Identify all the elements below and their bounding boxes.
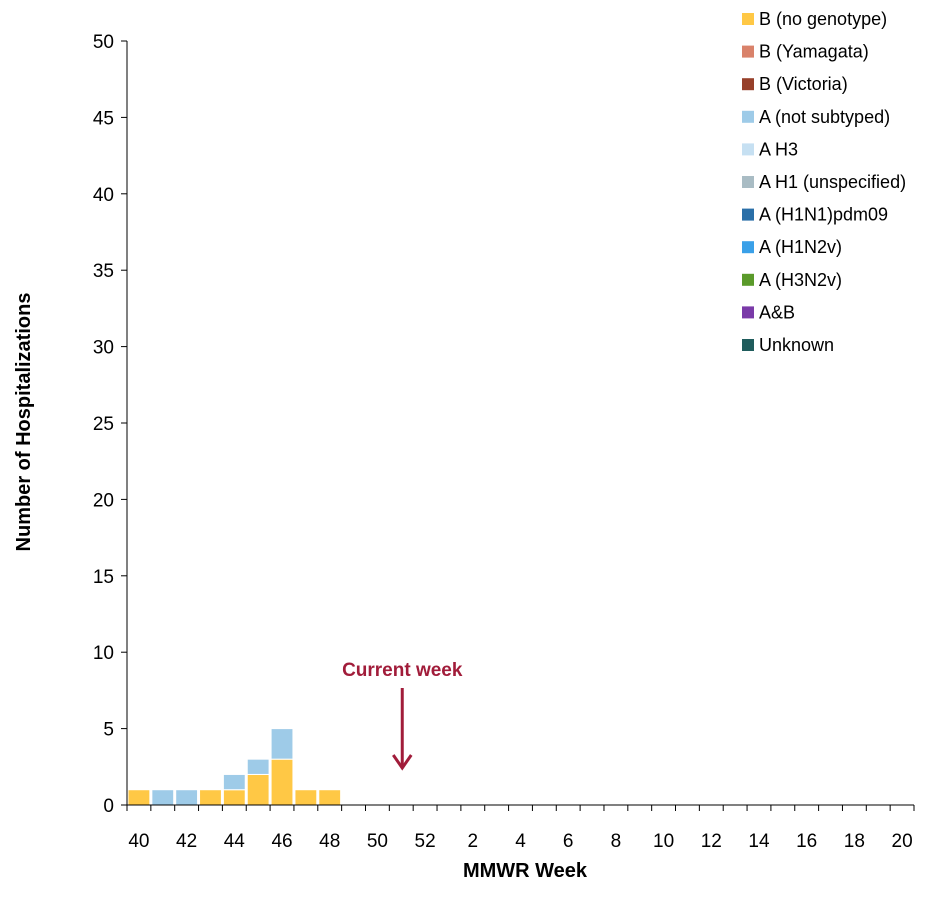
legend-label-9: A&B: [759, 302, 795, 322]
current-week-label: Current week: [342, 660, 463, 681]
legend-swatch-0: [742, 13, 754, 25]
x-tick-label-52: 52: [415, 831, 436, 852]
bar-segment-week-43-series-0: [199, 789, 222, 806]
x-tick-label-6: 6: [563, 831, 574, 852]
bar-segment-week-46-series-3: [270, 728, 294, 760]
legend-label-3: A (not subtyped): [759, 107, 890, 127]
current-week-annotation: Current week: [342, 660, 463, 771]
legend-label-8: A (H3N2v): [759, 270, 842, 290]
legend-swatch-3: [742, 110, 754, 123]
x-tick-label-4: 4: [515, 831, 526, 852]
current-week-arrow-head: [392, 754, 413, 771]
x-tick-label-14: 14: [748, 831, 770, 852]
y-tick-label-30: 30: [93, 338, 114, 359]
x-tick-label-12: 12: [701, 831, 722, 852]
y-tick-label-0: 0: [103, 796, 114, 817]
y-tick-label-5: 5: [103, 720, 114, 741]
legend-swatch-2: [742, 78, 754, 91]
legend-label-2: B (Victoria): [759, 74, 848, 94]
legend-label-10: Unknown: [759, 335, 834, 355]
x-tick-label-20: 20: [892, 831, 913, 852]
legend-label-5: A H1 (unspecified): [759, 172, 906, 192]
x-tick-label-42: 42: [176, 831, 197, 852]
bar-segment-week-47-series-0: [294, 789, 318, 806]
bar-segment-week-44-series-3: [222, 773, 246, 791]
x-tick-label-16: 16: [796, 831, 817, 852]
y-tick-label-50: 50: [93, 32, 114, 53]
legend-label-4: A H3: [759, 139, 798, 159]
legend-label-0: B (no genotype): [759, 9, 887, 29]
y-tick-label-25: 25: [93, 414, 114, 435]
y-tick-label-45: 45: [93, 108, 114, 129]
legend-swatch-6: [742, 208, 754, 221]
x-tick-label-46: 46: [271, 831, 292, 852]
bar-segment-week-45-series-0: [246, 773, 270, 806]
bar-segment-week-40-series-0: [127, 789, 151, 806]
x-tick-label-48: 48: [319, 831, 340, 852]
x-tick-label-18: 18: [844, 831, 865, 852]
x-axis-title: MMWR Week: [463, 860, 588, 882]
y-tick-label-10: 10: [93, 643, 114, 664]
legend-swatch-9: [742, 306, 754, 319]
x-tick-label-50: 50: [367, 831, 388, 852]
y-tick-label-20: 20: [93, 490, 114, 511]
y-tick-label-40: 40: [93, 185, 114, 206]
axes-group: [121, 40, 915, 811]
legend-swatch-10: [742, 339, 754, 351]
x-tick-label-8: 8: [611, 831, 622, 852]
legend-swatch-7: [742, 241, 754, 254]
x-tick-label-2: 2: [468, 831, 479, 852]
legend-label-7: A (H1N2v): [759, 237, 842, 257]
bar-segment-week-44-series-0: [222, 789, 246, 806]
x-tick-label-40: 40: [128, 831, 149, 852]
bar-segment-week-48-series-0: [318, 789, 342, 806]
bar-segment-week-42-series-3: [175, 789, 199, 806]
bar-segment-week-41-series-3: [151, 789, 175, 806]
legend-swatch-4: [742, 143, 754, 156]
bar-segment-week-46-series-0: [270, 758, 294, 806]
legend-swatch-1: [742, 45, 754, 58]
legend-swatch-5: [742, 176, 754, 188]
x-tick-label-44: 44: [224, 831, 246, 852]
bar-segment-week-45-series-3: [246, 758, 270, 775]
y-axis-title: Number of Hospitalizations: [13, 293, 35, 552]
x-tick-label-10: 10: [653, 831, 674, 852]
bar-stack-group: [127, 728, 342, 806]
legend-label-1: B (Yamagata): [759, 42, 869, 62]
legend-swatch-8: [742, 273, 754, 286]
y-tick-label-15: 15: [93, 567, 114, 588]
y-tick-label-35: 35: [93, 261, 114, 282]
legend: B (no genotype) B (Yamagata) B (Victoria) A…: [742, 9, 906, 355]
legend-label-6: A (H1N1)pdm09: [759, 205, 888, 225]
